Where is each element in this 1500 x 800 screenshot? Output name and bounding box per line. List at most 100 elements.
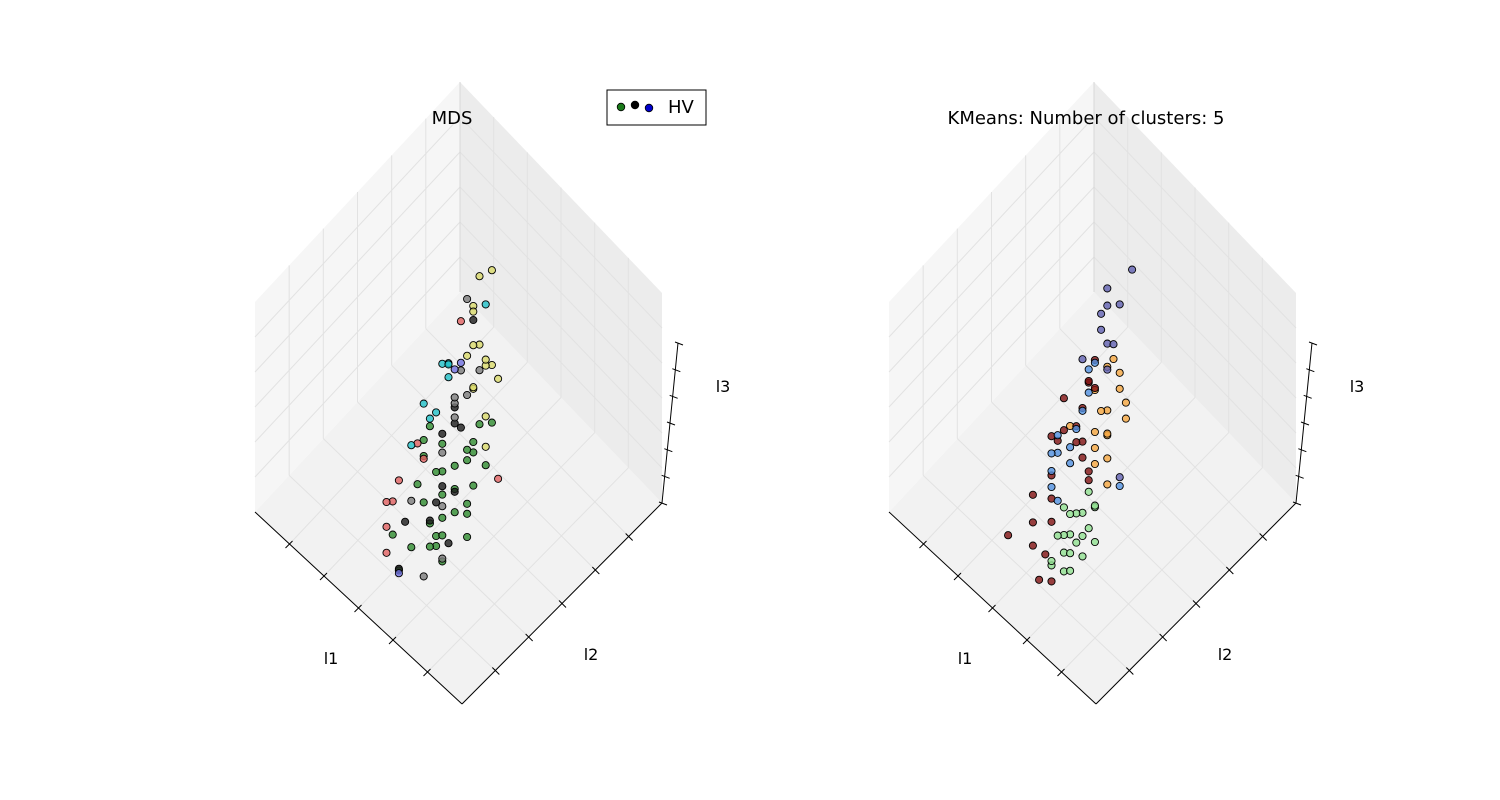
l1-tick [319, 572, 328, 581]
mds-gridlines [254, 82, 663, 673]
scatter-point [425, 542, 434, 551]
scatter-point [1109, 354, 1118, 364]
scatter-point [1078, 406, 1087, 415]
scatter-point [1084, 487, 1093, 496]
scatter-point [425, 516, 434, 525]
scatter-point [1066, 566, 1075, 575]
scatter-point [1084, 365, 1093, 374]
scatter-point [1084, 476, 1093, 485]
scatter-point [1121, 398, 1130, 407]
scatter-point [432, 408, 441, 417]
scatter-point [419, 498, 428, 507]
scatter-point [438, 531, 447, 540]
scatter-point [463, 532, 472, 542]
scatter-point [1084, 467, 1093, 476]
scatter-point [1047, 482, 1056, 492]
scatter-point [463, 390, 472, 400]
l2-tick [558, 600, 567, 608]
scatter-point [456, 423, 465, 432]
l3-tick [1303, 394, 1312, 399]
scatter-point [1053, 531, 1062, 540]
scatter-point [444, 373, 453, 382]
kmeans-axis-ticks [919, 341, 1318, 677]
scatter-point [1072, 438, 1081, 447]
legend-marker [616, 102, 626, 112]
scatter-point [450, 365, 459, 374]
l2-tick [491, 667, 500, 675]
l1-tick [1057, 668, 1065, 677]
scatter-point [450, 393, 459, 402]
l1-tick [354, 604, 362, 613]
scatter-point [1078, 552, 1087, 561]
scatter-point [1066, 509, 1075, 519]
scatter-point [1047, 517, 1056, 526]
kmeans-zlabel: l3 [1350, 377, 1365, 396]
scatter-point [432, 498, 441, 507]
scatter-point [450, 508, 459, 517]
scatter-point [1035, 575, 1044, 584]
scatter-point [1028, 490, 1037, 499]
scatter-point [481, 461, 490, 470]
l1-tick [988, 604, 996, 613]
scatter-point [1047, 466, 1056, 476]
scatter-point [1059, 394, 1068, 403]
scatter-point [438, 439, 447, 448]
scatter-point [481, 300, 490, 309]
l3-tick [672, 368, 681, 373]
scatter-point [1115, 368, 1124, 377]
scatter-point [419, 435, 428, 445]
l3-tick [1308, 341, 1318, 346]
l2-tick [625, 533, 634, 541]
scatter-point [469, 315, 478, 325]
scatter-point [1004, 531, 1013, 540]
scatter-point [1128, 265, 1137, 274]
scatter-point [1047, 556, 1056, 566]
scatter-point [1047, 577, 1056, 586]
scatter-point [425, 414, 434, 423]
l3-tick [669, 394, 678, 399]
scatter-point [1084, 388, 1093, 397]
scatter-point [481, 442, 490, 451]
kmeans-scatter-points [1004, 265, 1137, 586]
scatter-point [401, 517, 410, 526]
scatter-point [463, 456, 472, 465]
scatter-point [1103, 480, 1112, 489]
scatter-point [1053, 496, 1062, 505]
scatter-point [1028, 541, 1037, 550]
l2-tick [591, 566, 600, 575]
mds-title: MDS [432, 108, 473, 129]
mds-axis-ticks [285, 341, 684, 677]
scatter-point [1103, 454, 1112, 463]
l3-tick [1300, 421, 1310, 426]
scatter-point [1090, 459, 1099, 469]
scatter-point [419, 572, 428, 581]
scatter-point [1072, 424, 1081, 434]
kmeans-panel: KMeans: Number of clusters: 5 l1 l2 l3 [888, 82, 1365, 705]
scatter-point [1090, 443, 1099, 453]
scatter-point [407, 496, 416, 505]
scatter-point [407, 441, 416, 450]
l1-tick [285, 540, 293, 549]
l3-tick [664, 448, 673, 453]
scatter-point [1066, 549, 1075, 558]
scatter-point [1078, 355, 1087, 364]
scatter-point [1109, 340, 1118, 349]
l2-tick [1159, 633, 1168, 642]
kmeans-ylabel: l2 [1218, 645, 1233, 664]
mds-axes-panes [255, 82, 662, 704]
legend-marker [644, 103, 654, 113]
scatter-point [1090, 501, 1099, 510]
scatter-point [463, 509, 472, 518]
scatter-point [1115, 473, 1124, 482]
scatter-point [394, 476, 403, 485]
scatter-point [438, 482, 447, 491]
scatter-point [463, 445, 472, 454]
scatter-point [388, 530, 397, 539]
l2-tick [1192, 600, 1201, 608]
scatter-point [413, 480, 422, 489]
l3-tick [1295, 474, 1304, 479]
l2-tick [1225, 566, 1234, 575]
mds-panel: MDS l1 l2 l3 HV [254, 82, 730, 705]
l3-tick [666, 421, 676, 426]
scatter-point [438, 429, 447, 438]
